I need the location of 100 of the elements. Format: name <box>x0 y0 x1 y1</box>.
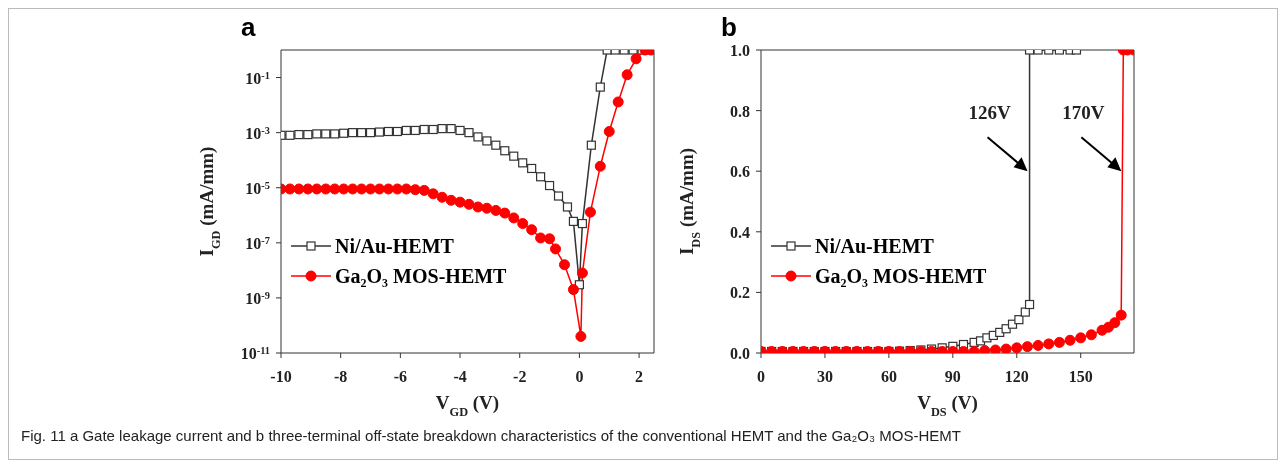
y-tick-label: 10$^{-9}$ <box>245 289 270 307</box>
point <box>491 140 501 150</box>
point <box>594 160 606 172</box>
x-tick-label: 60 <box>880 368 897 385</box>
point <box>527 163 537 174</box>
legend-label: Ga₂O₃ MOS-HEMT <box>815 264 987 290</box>
legend-label: Ga₂O₃ MOS-HEMT <box>335 264 507 290</box>
point <box>401 125 411 136</box>
y-tick-label: 0.8 <box>730 102 750 120</box>
point <box>517 218 529 230</box>
point <box>481 202 493 214</box>
point <box>482 136 492 146</box>
point <box>365 128 376 138</box>
point <box>294 129 304 140</box>
point <box>612 96 624 108</box>
point <box>463 198 475 210</box>
x-tick-label: -10 <box>270 368 292 385</box>
point <box>284 183 296 195</box>
point <box>558 259 570 271</box>
y-tick-label: 10$^{-5}$ <box>245 179 270 197</box>
point <box>1053 336 1065 348</box>
x-axis-title: V$_{DS}$ (V) <box>917 392 978 419</box>
point <box>348 128 358 138</box>
point <box>418 184 430 196</box>
point <box>1064 334 1076 346</box>
point <box>499 207 511 219</box>
x-tick-label: 0 <box>575 368 584 385</box>
point <box>472 201 484 213</box>
point <box>603 126 615 137</box>
point <box>312 129 322 139</box>
point <box>989 344 1001 353</box>
legend-label: Ni/Au-HEMT <box>815 234 934 260</box>
y-tick-label: 10$^{-7}$ <box>245 234 270 252</box>
point <box>1085 329 1097 341</box>
y-tick-label: 0.2 <box>730 284 750 302</box>
point <box>1075 332 1087 344</box>
annotation: 170V <box>1062 102 1105 124</box>
point <box>1043 338 1055 350</box>
point <box>427 188 439 200</box>
point <box>553 191 564 201</box>
y-tick-label: 1.0 <box>730 42 750 59</box>
point <box>1115 309 1127 321</box>
point <box>321 129 331 139</box>
point <box>1024 299 1035 310</box>
point <box>454 196 466 208</box>
y-tick-label: 0.6 <box>730 163 750 181</box>
point <box>621 69 633 81</box>
point <box>382 183 394 195</box>
point <box>1021 341 1033 353</box>
point <box>445 194 457 206</box>
point <box>1109 317 1121 329</box>
x-tick-label: 90 <box>944 368 961 385</box>
point <box>508 212 520 224</box>
point <box>303 129 313 140</box>
point <box>374 127 385 137</box>
point <box>436 191 448 203</box>
point <box>437 124 447 134</box>
point <box>500 146 510 156</box>
point <box>550 243 562 255</box>
point <box>419 124 429 135</box>
y-tick-label: 10$^{-1}$ <box>245 69 270 87</box>
point <box>473 132 483 142</box>
chart-title: a <box>241 12 256 42</box>
point <box>409 184 421 196</box>
point <box>455 125 465 136</box>
x-tick-label: -2 <box>513 368 527 385</box>
legend-label: Ni/Au-HEMT <box>335 234 454 260</box>
x-axis-title: V$_{GD}$ (V) <box>435 392 500 419</box>
point <box>1000 343 1012 353</box>
point <box>544 180 555 191</box>
point <box>400 183 412 195</box>
point <box>576 267 588 279</box>
point <box>595 82 605 92</box>
chart-title: b <box>721 12 737 42</box>
x-tick-label: 0 <box>757 368 765 385</box>
x-tick-label: -4 <box>453 368 467 385</box>
x-tick-label: 30 <box>816 368 833 385</box>
point <box>526 224 538 236</box>
point <box>509 151 519 161</box>
point <box>490 204 502 216</box>
point <box>586 140 596 150</box>
point <box>383 126 394 137</box>
y-tick-label: 0.0 <box>730 345 750 362</box>
x-tick-label: 2 <box>635 368 644 385</box>
point <box>446 124 456 134</box>
point <box>567 284 579 296</box>
point <box>568 216 579 226</box>
point <box>630 53 642 65</box>
x-tick-label: -8 <box>334 368 348 385</box>
point <box>544 233 556 245</box>
caption: Fig. 11 a Gate leakage current and b three-terminal off-state breakdown characteristics of the conventional HEMT and the Ga₂O₃ MOS-HEMT <box>21 427 962 444</box>
x-tick-label: 150 <box>1068 368 1093 385</box>
point <box>584 206 596 218</box>
point <box>285 130 295 140</box>
point <box>392 126 402 137</box>
y-tick-label: 10$^{-3}$ <box>245 124 270 142</box>
point <box>330 129 340 139</box>
y-tick-label: 10$^{-11}$ <box>240 344 270 362</box>
x-tick-label: -6 <box>393 368 408 385</box>
point <box>1011 342 1023 353</box>
